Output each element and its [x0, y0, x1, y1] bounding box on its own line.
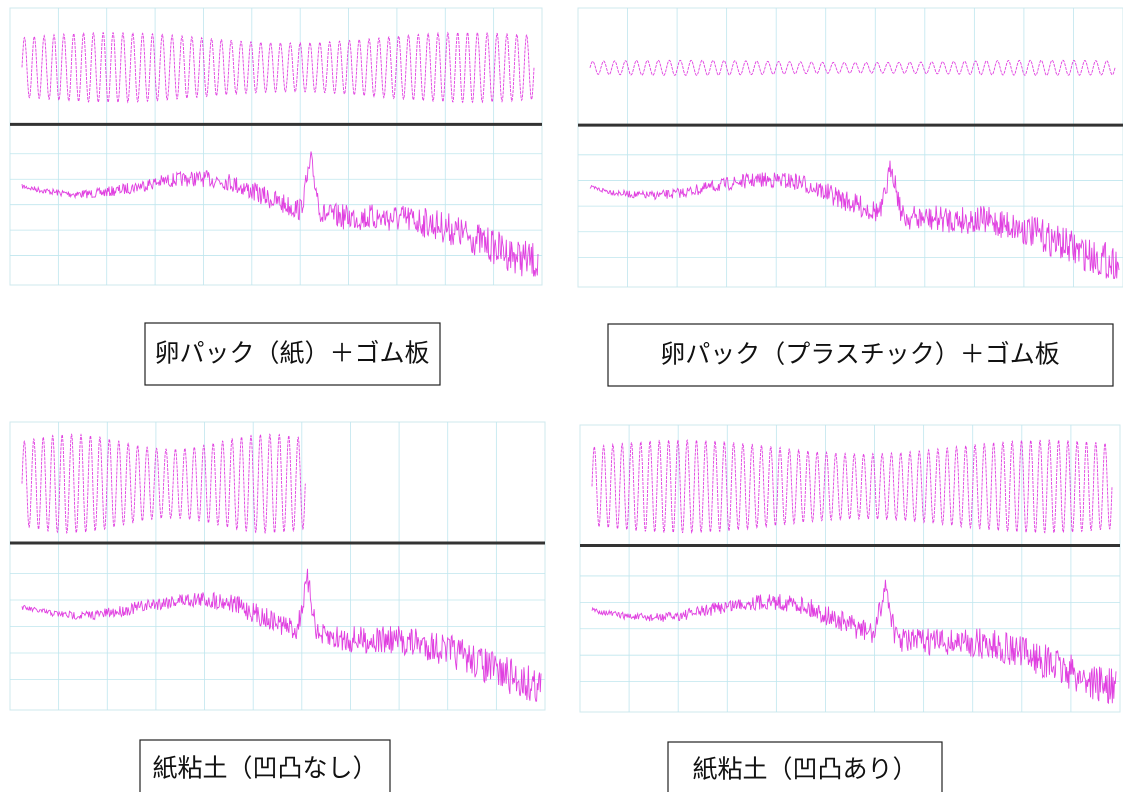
screenshot-panel [10, 422, 545, 710]
screenshot-panel [10, 8, 542, 285]
caption: 紙粘土（凹凸なし） [152, 754, 377, 783]
page: 卵パック（紙）＋ゴム板 卵パック（プラスチック）＋ゴム板 紙粘土（凹凸なし） 紙… [0, 0, 1123, 792]
panel-frame [10, 8, 542, 285]
panel-frame [10, 422, 545, 710]
screenshot-panel [578, 8, 1123, 287]
caption: 卵パック（プラスチック）＋ゴム板 [660, 340, 1060, 369]
caption: 紙粘土（凹凸あり） [692, 755, 917, 784]
panel-frame [578, 8, 1123, 287]
caption: 卵パック（紙）＋ゴム板 [154, 339, 429, 368]
figure: 卵パック（紙）＋ゴム板 卵パック（プラスチック）＋ゴム板 紙粘土（凹凸なし） 紙… [0, 0, 1123, 792]
screenshot-panel [580, 425, 1120, 712]
